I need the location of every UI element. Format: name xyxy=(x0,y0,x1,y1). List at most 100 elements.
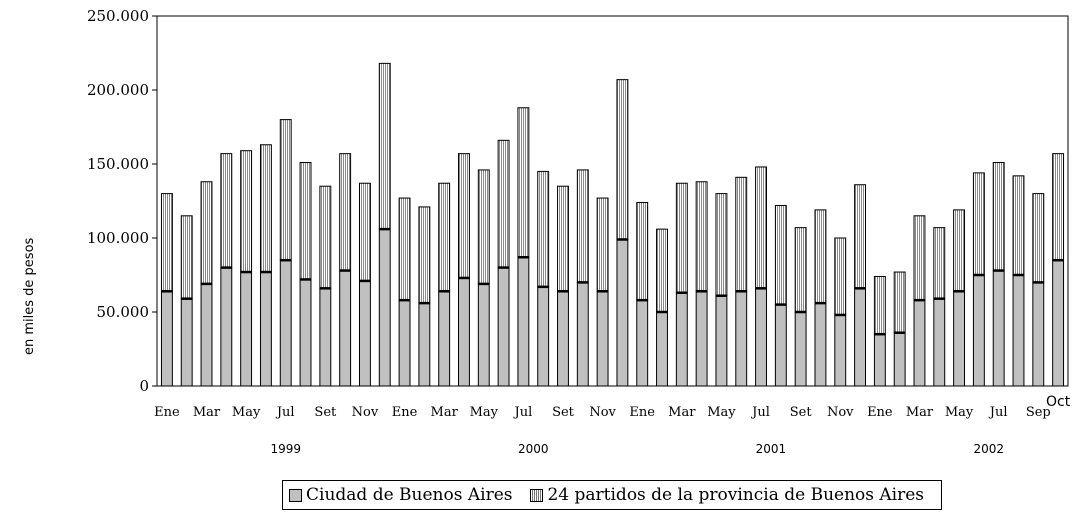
y-tick-label: 50.000 xyxy=(97,303,150,321)
bar-partidos xyxy=(616,79,629,240)
legend-swatch-ciudad xyxy=(289,488,302,502)
y-tick-label: 0 xyxy=(139,377,149,395)
year-label: 1999 xyxy=(270,442,301,456)
bar-ciudad xyxy=(953,290,966,387)
bar-partidos xyxy=(1012,175,1025,276)
bar-partidos xyxy=(933,227,946,300)
legend-swatch-partidos xyxy=(530,488,544,502)
bar-partidos xyxy=(675,182,688,294)
bar-ciudad xyxy=(873,333,886,387)
x-tick-label: Sep xyxy=(1026,405,1051,420)
x-tick-label: Mar xyxy=(431,405,459,420)
bar-partidos xyxy=(755,166,767,289)
bar-ciudad xyxy=(557,290,569,387)
x-tick-label: Jul xyxy=(988,405,1008,420)
bar-ciudad xyxy=(497,267,510,387)
bar-ciudad xyxy=(972,274,985,387)
bar-ciudad xyxy=(339,270,352,387)
bar-ciudad xyxy=(913,299,926,387)
legend-label-ciudad: Ciudad de Buenos Aires xyxy=(306,485,513,505)
x-tick-label: May xyxy=(232,405,261,420)
bar-partidos xyxy=(656,228,668,313)
bar-ciudad xyxy=(458,277,470,387)
x-tick-label: Ene xyxy=(867,405,893,420)
bar-partidos xyxy=(220,153,233,269)
bar-ciudad xyxy=(220,267,233,387)
bar-partidos xyxy=(517,107,530,258)
x-tick-label: Nov xyxy=(589,405,616,420)
bar-partidos xyxy=(953,209,966,292)
bar-ciudad xyxy=(854,287,867,387)
x-tick-label: Mar xyxy=(906,405,934,420)
x-tick-label: Oct xyxy=(1046,394,1071,410)
bar-ciudad xyxy=(774,304,787,387)
bar-partidos xyxy=(557,185,569,292)
bar-partidos xyxy=(537,170,550,288)
bar-ciudad xyxy=(992,270,1005,387)
bar-partidos xyxy=(477,169,490,285)
bar-ciudad xyxy=(438,290,451,387)
bar-ciudad xyxy=(933,298,946,387)
bar-partidos xyxy=(299,162,312,280)
bar-partidos xyxy=(596,197,609,292)
bar-partidos xyxy=(200,181,213,285)
y-axis-label-text: en miles de pesos xyxy=(22,237,37,355)
year-label: 2002 xyxy=(974,442,1005,456)
x-tick-label: May xyxy=(945,405,974,420)
bar-ciudad xyxy=(200,283,213,387)
bar-ciudad xyxy=(517,256,530,387)
bar-ciudad xyxy=(656,311,668,387)
bar-partidos xyxy=(972,172,985,276)
legend-item-ciudad: Ciudad de Buenos Aires xyxy=(289,485,512,505)
bar-ciudad xyxy=(418,302,431,387)
x-tick-label: Mar xyxy=(668,405,696,420)
bar-ciudad xyxy=(1012,274,1025,387)
bar-partidos xyxy=(992,162,1005,272)
bar-partidos xyxy=(339,153,352,272)
x-tick-label: Set xyxy=(552,405,575,420)
bar-ciudad xyxy=(576,281,589,387)
x-tick-label: Set xyxy=(790,405,813,420)
x-tick-label: Jul xyxy=(275,405,295,420)
bar-partidos xyxy=(834,237,847,316)
bar-ciudad xyxy=(160,290,173,387)
bar-ciudad xyxy=(794,311,807,387)
bar-ciudad xyxy=(715,295,728,387)
bar-partidos xyxy=(180,215,193,300)
bar-ciudad xyxy=(259,271,272,387)
legend-label-partidos: 24 partidos de la provincia de Buenos Ai… xyxy=(547,485,925,505)
bar-partidos xyxy=(1052,153,1065,261)
bar-partidos xyxy=(458,153,470,279)
bar-partidos xyxy=(695,181,708,292)
bar-partidos xyxy=(319,185,332,289)
bar-partidos xyxy=(576,169,589,283)
bar-ciudad xyxy=(319,287,332,387)
bar-partidos xyxy=(418,206,431,304)
bar-ciudad xyxy=(695,290,708,387)
bar-partidos xyxy=(873,275,886,335)
bar-ciudad xyxy=(240,271,253,387)
bar-ciudad xyxy=(378,228,391,387)
bar-partidos xyxy=(358,182,371,282)
x-tick-label: May xyxy=(470,405,499,420)
x-tick-label: Nov xyxy=(352,405,379,420)
bar-ciudad xyxy=(735,290,748,387)
bar-partidos xyxy=(438,182,451,292)
bar-partidos xyxy=(735,176,748,292)
bar-ciudad xyxy=(636,299,649,387)
bar-ciudad xyxy=(279,259,292,387)
y-tick-label: 200.000 xyxy=(87,81,149,99)
bar-partidos xyxy=(893,271,906,334)
bar-ciudad xyxy=(477,283,490,387)
bar-ciudad xyxy=(180,298,193,387)
x-tick-label: Ene xyxy=(392,405,418,420)
bar-partidos xyxy=(259,144,272,273)
bar-partidos xyxy=(160,193,173,292)
bar-partidos xyxy=(913,215,926,301)
bar-partidos xyxy=(854,184,867,289)
x-tick-label: Set xyxy=(314,405,337,420)
bar-partidos xyxy=(398,197,411,301)
y-tick-label: 100.000 xyxy=(87,229,149,247)
bar-ciudad xyxy=(616,238,629,387)
